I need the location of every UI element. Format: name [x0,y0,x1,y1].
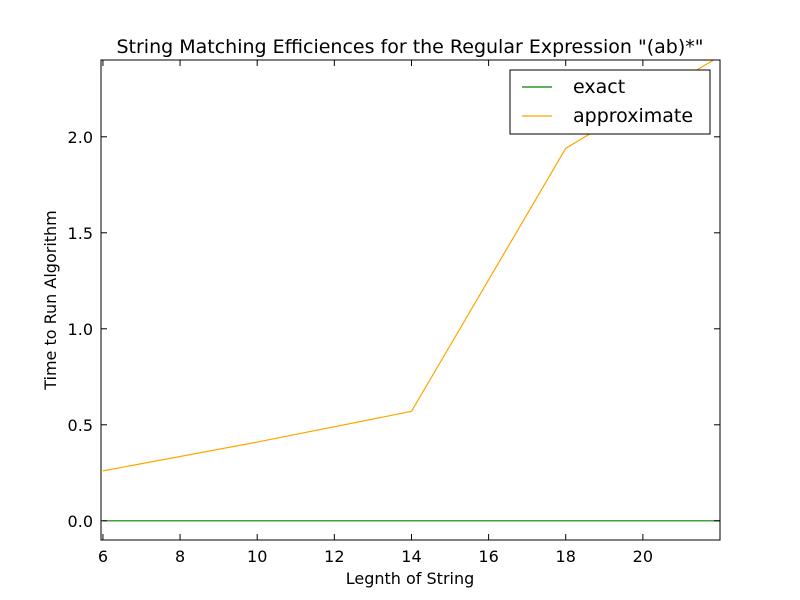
y-axis-label: Time to Run Algorithm [41,210,60,391]
y-tick-label: 0.5 [68,416,93,435]
legend-label-exact: exact [573,76,625,98]
y-axis-ticks: 0.0 0.5 1.0 1.5 2.0 [68,128,720,531]
x-tick-label: 20 [633,547,653,566]
x-tick-label: 12 [324,547,344,566]
x-tick-label: 18 [556,547,576,566]
y-tick-label: 1.5 [68,224,93,243]
plot-frame [100,59,721,541]
chart-title: String Matching Efficiences for the Regu… [116,36,703,58]
x-tick-label: 6 [98,547,108,566]
x-tick-label: 8 [175,547,185,566]
y-tick-label: 2.0 [68,128,93,147]
x-tick-label: 16 [478,547,498,566]
x-tick-label: 10 [247,547,267,566]
x-tick-label: 14 [401,547,421,566]
y-tick-label: 0.0 [68,512,93,531]
x-axis-label: Legnth of String [346,569,475,588]
x-axis-ticks: 6 8 10 12 14 16 18 20 [98,60,653,566]
y-tick-label: 1.0 [68,320,93,339]
legend: exact approximate [509,69,711,135]
legend-box [509,69,711,135]
legend-label-approximate: approximate [573,105,693,127]
